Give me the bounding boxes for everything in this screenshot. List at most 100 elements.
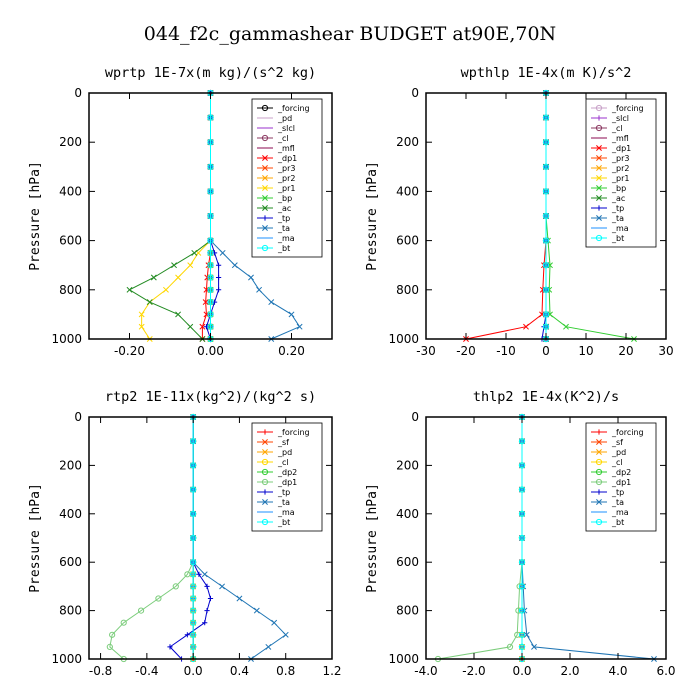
data-point <box>248 274 254 281</box>
legend-marker <box>596 195 602 201</box>
data-point <box>288 311 295 318</box>
data-point <box>518 462 526 469</box>
y-axis-label: Pressure [hPa] <box>365 483 380 593</box>
data-point <box>184 571 191 578</box>
legend-marker <box>596 489 602 495</box>
legend-entry: _forcing <box>277 428 310 437</box>
data-point <box>207 311 214 318</box>
legend-entry: _tp <box>611 204 624 213</box>
legend-entry: _bt <box>277 518 290 527</box>
legend: _forcing_pd_slcl_cl_mfl_dp1_pr3_pr2_pr1_… <box>251 98 323 258</box>
data-point <box>271 619 278 626</box>
data-point <box>231 262 238 269</box>
panel-title: rtp2 1E-11x(kg^2)/(kg^2 s) <box>105 389 316 405</box>
legend-entry: _ma <box>611 508 629 517</box>
legend-marker <box>595 458 603 466</box>
data-point <box>268 299 275 306</box>
y-tick-label: 1000 <box>51 652 82 666</box>
data-point <box>190 438 197 445</box>
legend-entry: _cl <box>611 124 623 133</box>
y-tick-label: 0 <box>411 86 419 100</box>
legend: _forcing_sf_pd_cl_dp2_dp1_tp_ta_ma_bt <box>585 422 657 532</box>
legend-entry: _ta <box>611 214 624 223</box>
legend-entry: _ta <box>611 498 624 507</box>
series-line <box>437 417 523 660</box>
series-line <box>141 93 211 340</box>
data-point <box>155 595 162 602</box>
x-tick-label: 0.00 <box>197 344 224 358</box>
legend-entry: _forcing <box>611 428 644 437</box>
data-point <box>175 274 182 281</box>
data-point <box>542 237 550 244</box>
y-tick-label: 0 <box>74 86 82 100</box>
x-tick-label: -30 <box>416 344 436 358</box>
data-point <box>190 643 197 651</box>
data-point <box>207 595 214 602</box>
series-line <box>128 93 211 340</box>
legend-marker <box>596 175 602 181</box>
x-tick-label: -4.0 <box>414 664 437 678</box>
data-point <box>167 644 173 650</box>
data-point <box>219 249 226 256</box>
y-tick-label: 400 <box>59 184 82 198</box>
y-tick-label: 400 <box>396 184 419 198</box>
data-point <box>187 262 194 269</box>
y-tick-label: 400 <box>59 507 82 521</box>
legend-marker <box>595 518 603 526</box>
data-point <box>190 631 197 638</box>
x-tick-label: 30 <box>658 344 673 358</box>
legend-entry: _slcl <box>277 124 295 133</box>
data-point <box>282 631 289 638</box>
legend-box <box>585 98 657 248</box>
data-point <box>109 631 116 638</box>
legend-marker <box>596 115 602 121</box>
data-point <box>106 643 113 651</box>
data-point <box>542 323 550 330</box>
data-point <box>187 323 194 330</box>
legend-entry: _mfl <box>611 134 629 143</box>
x-tick-label: -2.0 <box>462 664 485 678</box>
x-tick-label: -0.8 <box>89 664 112 678</box>
x-tick-label: 1.2 <box>322 664 341 678</box>
legend-entry: _bt <box>277 244 290 253</box>
series-ac <box>126 90 214 342</box>
legend-entry: _cl <box>611 458 623 467</box>
legend-marker <box>261 134 269 142</box>
legend-entry: _ac <box>277 204 291 213</box>
data-point <box>542 212 550 220</box>
x-tick-label: 4.0 <box>608 664 627 678</box>
y-tick-label: 200 <box>396 458 419 472</box>
x-tick-label: 2.0 <box>560 664 579 678</box>
data-point <box>506 643 514 651</box>
legend-entry: _pr3 <box>277 164 295 173</box>
legend-entry: _ma <box>277 234 295 243</box>
x-tick-label: -0.4 <box>135 664 158 678</box>
y-tick-label: 1000 <box>388 332 419 346</box>
legend-entry: _bt <box>611 518 624 527</box>
data-point <box>190 534 197 542</box>
data-point <box>190 571 197 578</box>
data-point <box>184 632 190 638</box>
data-point <box>201 571 208 578</box>
legend-entry: _ta <box>277 498 290 507</box>
legend-marker <box>596 185 602 191</box>
x-tick-label: -20 <box>456 344 476 358</box>
x-tick-label: 0.20 <box>278 344 305 358</box>
series-dp1 <box>106 413 197 663</box>
data-point <box>207 114 214 121</box>
y-tick-label: 800 <box>59 604 82 618</box>
legend-entry: _dp2 <box>611 468 631 477</box>
legend-marker <box>596 449 602 455</box>
legend-marker <box>262 439 268 445</box>
series-line <box>465 93 547 340</box>
data-point <box>207 274 214 281</box>
data-point <box>207 163 214 170</box>
panel-title: wprtp 1E-7x(m kg)/(s^2 kg) <box>105 65 316 81</box>
legend-marker <box>595 468 603 476</box>
data-point <box>162 286 169 293</box>
legend: _forcing_sf_pd_cl_dp2_dp1_tp_ta_ma_bt <box>251 422 323 532</box>
data-point <box>542 188 550 195</box>
x-tick-label: 0.4 <box>230 664 249 678</box>
legend-marker <box>595 478 603 486</box>
legend-entry: _mfl <box>277 144 295 153</box>
